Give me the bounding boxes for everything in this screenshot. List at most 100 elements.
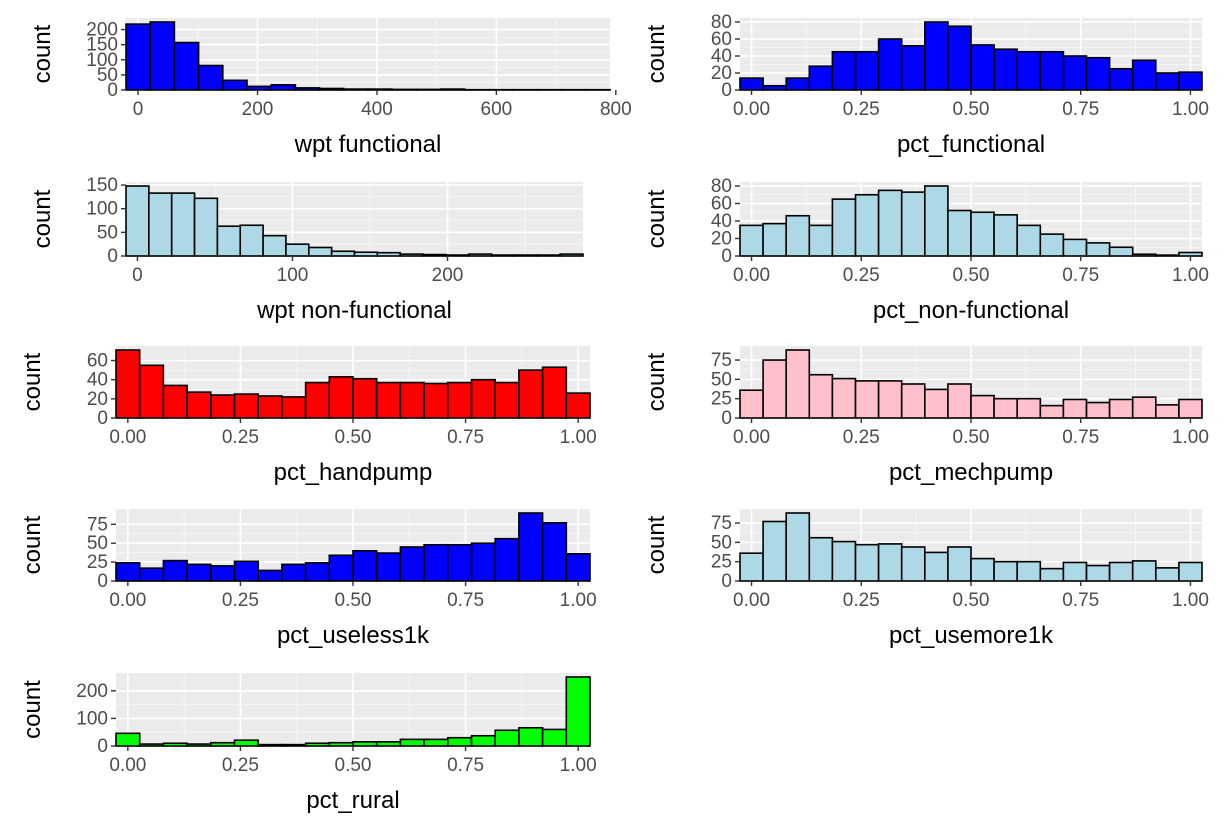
histogram-bar [739,552,764,582]
histogram-bar [281,396,307,419]
x-tick-label: 1.00 [1172,265,1209,286]
y-tick-label: 100 [86,199,118,220]
histogram-bar [565,552,591,582]
x-tick-label: 0.00 [109,427,146,448]
histogram-bar [1085,564,1111,582]
histogram-bar [970,211,995,257]
y-axis-title: count [643,515,670,574]
y-axis-title: count [643,352,670,411]
histogram-bar [1108,561,1134,582]
histogram-bar [854,543,880,582]
histogram-bar [138,743,165,747]
y-tick-label: 80 [711,12,732,33]
histogram-bar [854,50,880,91]
histogram-bar [494,537,520,582]
histogram-bar [1155,404,1180,419]
x-tick-label: 0.00 [733,99,770,120]
histogram-bar [993,397,1018,419]
histogram-bar [1085,242,1111,257]
histogram-bar [391,88,418,91]
histogram-bar [494,729,520,747]
histogram-bar [307,246,333,257]
y-tick-label: 150 [86,175,118,196]
y-tick-label: 200 [86,20,118,41]
histogram-bar [947,546,972,582]
x-tick-label: 0.00 [733,265,770,286]
histogram-bar [367,88,393,91]
histogram-bar [399,253,424,257]
y-tick-label: 100 [86,50,118,71]
histogram-bar [831,540,857,582]
histogram-bar [209,741,236,747]
histogram-bar [877,189,903,257]
histogram-bar [376,251,402,257]
histogram-bar [423,738,449,747]
histogram-bar [423,543,449,582]
y-axis-title: count [19,515,46,574]
histogram-bar [970,394,995,419]
histogram-bar [352,549,378,582]
histogram-bar [808,65,834,91]
y-tick-label: 75 [711,350,732,371]
x-tick-label: 0.25 [843,265,880,286]
histogram-bar [900,44,926,91]
x-axis-title: pct_handpump [274,459,433,486]
x-tick-label: 0.50 [953,265,990,286]
histogram-bar [467,253,493,257]
histogram-bar [446,381,473,419]
histogram-bar [947,25,972,91]
histogram-bar [115,562,141,582]
x-tick-label: 0.25 [843,427,880,448]
histogram-bar [446,736,473,747]
histogram-bar [924,185,949,257]
histogram-bar [125,185,150,257]
histogram-bar [924,388,949,419]
histogram-bar [518,369,544,419]
histogram-bar [900,383,926,419]
histogram-bar [993,214,1018,257]
histogram-bar [193,197,219,257]
y-tick-label: 50 [97,222,118,243]
histogram-bar [490,254,516,257]
histogram-bar [924,551,949,582]
histogram-bar [993,48,1018,91]
histogram-bar [1016,50,1042,91]
x-tick-label: 100 [277,265,309,286]
histogram-bar [877,38,903,91]
histogram-bar [470,378,497,419]
histogram-bar [541,366,568,419]
x-tick-label: 0.75 [1062,427,1099,448]
y-tick-label: 75 [711,513,732,534]
x-tick-label: 0.75 [1062,99,1099,120]
y-tick-label: 150 [86,35,118,56]
histogram-bar [222,79,248,91]
histogram-bar [762,359,787,419]
histogram-bar [1016,397,1042,419]
y-tick-label: 60 [87,351,108,372]
histogram-bar [541,522,568,582]
histogram-bar [115,732,141,747]
histogram-bar [446,543,473,582]
x-tick-label: 0.50 [335,755,372,776]
histogram-bar [115,349,141,419]
y-tick-label: 0 [107,246,118,267]
histogram-bar [149,21,176,91]
histogram-bar [924,21,949,91]
x-tick-label: 0.75 [1062,265,1099,286]
histogram-bar [831,377,857,419]
histogram-bar [281,743,307,747]
histogram-bar [1062,398,1088,419]
histogram-bar [565,676,591,747]
x-tick-label: 0.75 [447,590,484,611]
histogram-bar [1062,238,1088,257]
histogram-bar [854,193,880,257]
histogram-bar [762,520,787,582]
histogram-bar [877,380,903,419]
histogram-bar [353,251,379,257]
x-tick-label: 200 [242,99,274,120]
histogram-bar [1178,561,1203,582]
x-tick-label: 1.00 [1172,590,1209,611]
